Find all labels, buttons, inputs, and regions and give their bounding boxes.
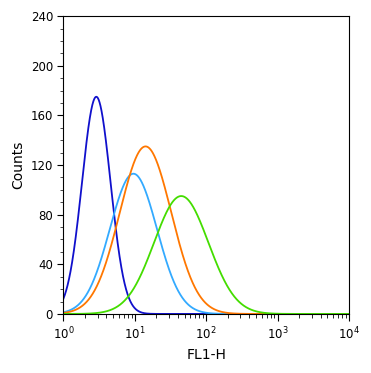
Y-axis label: Counts: Counts bbox=[11, 141, 25, 189]
X-axis label: FL1-H: FL1-H bbox=[186, 348, 226, 362]
